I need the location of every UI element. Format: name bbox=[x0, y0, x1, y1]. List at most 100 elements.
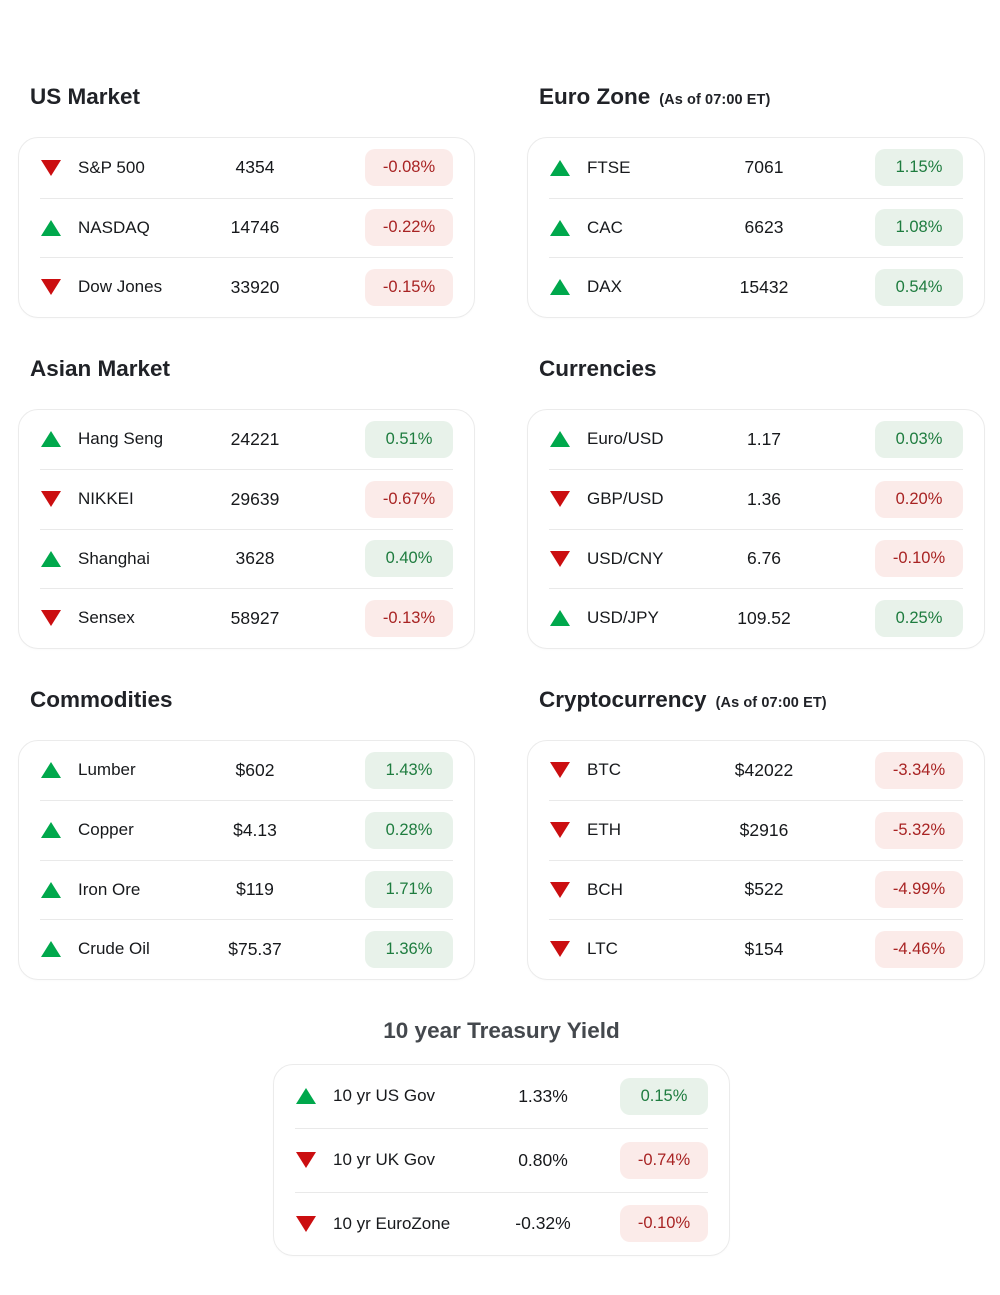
instrument-label: Hang Seng bbox=[78, 429, 164, 449]
section-euro-zone: Euro Zone (As of 07:00 ET) FTSE 7061 1.15%… bbox=[527, 84, 985, 318]
trend-up-icon bbox=[41, 881, 61, 898]
section-title-euro-zone: Euro Zone (As of 07:00 ET) bbox=[539, 84, 985, 110]
section-title-cryptocurrency: Cryptocurrency (As of 07:00 ET) bbox=[539, 687, 985, 713]
change-badge-cell: -3.34% bbox=[875, 751, 963, 789]
change-badge-cell: -0.67% bbox=[365, 480, 453, 518]
section-treasury-yield: 10 year Treasury Yield 10 yr US Gov 1.33%… bbox=[18, 1017, 985, 1256]
market-row: NASDAQ 14746 -0.22% bbox=[40, 197, 453, 258]
trend-down-icon bbox=[41, 491, 61, 508]
trend-up-icon bbox=[41, 822, 61, 839]
market-row: FTSE 7061 1.15% bbox=[549, 138, 963, 198]
instrument-value: $602 bbox=[235, 759, 275, 780]
instrument-value: 33920 bbox=[230, 276, 280, 297]
instrument-label: Dow Jones bbox=[78, 277, 163, 297]
instrument-label: NASDAQ bbox=[78, 217, 150, 237]
instrument-label: BCH bbox=[587, 879, 623, 899]
cryptocurrency-rows: BTC $42022 -3.34% ETH $2916 -5.32% BCH $522 -4.9… bbox=[549, 741, 963, 979]
trend-up-icon bbox=[550, 219, 570, 236]
market-row: Sensex 58927 -0.13% bbox=[40, 588, 453, 648]
instrument-value: 1.17 bbox=[746, 428, 782, 449]
instrument-value: $119 bbox=[236, 879, 274, 900]
section-subtitle: (As of 07:00 ET) bbox=[659, 92, 771, 108]
section-cryptocurrency: Cryptocurrency (As of 07:00 ET) BTC $4202… bbox=[527, 687, 985, 980]
instrument-value: 15432 bbox=[739, 276, 789, 297]
market-row: Lumber $602 1.43% bbox=[40, 741, 453, 801]
instrument-label: FTSE bbox=[587, 157, 631, 177]
market-row: Hang Seng 24221 0.51% bbox=[40, 410, 453, 470]
cryptocurrency-card: BTC $42022 -3.34% ETH $2916 -5.32% BCH $522 -4.9… bbox=[527, 739, 985, 980]
market-row: Crude Oil $75.37 1.36% bbox=[40, 919, 453, 979]
trend-up-icon bbox=[550, 431, 570, 448]
section-title-text: Cryptocurrency bbox=[539, 686, 707, 712]
currencies-card: Euro/USD 1.17 0.03% GBP/USD 1.36 0.20% USD/CNY… bbox=[527, 408, 985, 649]
market-row: Euro/USD 1.17 0.03% bbox=[549, 410, 963, 470]
instrument-value: 1.36 bbox=[746, 488, 782, 509]
instrument-label: Shanghai bbox=[78, 548, 150, 568]
market-row: 10 yr EuroZone -0.32% -0.10% bbox=[295, 1191, 708, 1256]
instrument-label: 10 yr US Gov bbox=[333, 1086, 436, 1106]
section-title-text: 10 year Treasury Yield bbox=[383, 1017, 620, 1043]
change-badge: 0.15% bbox=[620, 1077, 708, 1115]
us-market-rows: S&P 500 4354 -0.08% NASDAQ 14746 -0.22% Dow Jo… bbox=[40, 138, 453, 317]
instrument-label: Sensex bbox=[78, 608, 135, 628]
change-badge-cell: 0.20% bbox=[875, 480, 963, 518]
change-badge: 0.51% bbox=[365, 420, 453, 458]
change-badge: 1.71% bbox=[365, 871, 453, 909]
change-badge-cell: 1.71% bbox=[365, 871, 453, 909]
commodities-card: Lumber $602 1.43% Copper $4.13 0.28% Iron Ore $… bbox=[18, 739, 475, 980]
change-badge-cell: 1.43% bbox=[365, 751, 453, 789]
trend-down-icon bbox=[550, 550, 570, 567]
change-badge-cell: 0.15% bbox=[620, 1077, 708, 1115]
instrument-label: DAX bbox=[587, 277, 622, 297]
change-badge: 0.20% bbox=[875, 480, 963, 518]
instrument-label: 10 yr UK Gov bbox=[333, 1150, 436, 1170]
change-badge: 0.54% bbox=[875, 268, 963, 306]
change-badge: -4.46% bbox=[875, 930, 963, 968]
market-row: USD/JPY 109.52 0.25% bbox=[549, 588, 963, 648]
section-us-market: US Market S&P 500 4354 -0.08% NASDAQ 14746 -0… bbox=[18, 84, 475, 318]
change-badge-cell: -0.10% bbox=[620, 1205, 708, 1243]
market-row: DAX 15432 0.54% bbox=[549, 257, 963, 317]
market-row: Iron Ore $119 1.71% bbox=[40, 859, 453, 920]
trend-down-icon bbox=[550, 762, 570, 779]
trend-up-icon bbox=[41, 762, 61, 779]
section-commodities: Commodities Lumber $602 1.43% Copper $4.13 0.… bbox=[18, 687, 475, 980]
section-title-text: Commodities bbox=[30, 686, 173, 712]
trend-down-icon bbox=[296, 1152, 316, 1169]
trend-down-icon bbox=[550, 941, 570, 958]
change-badge-cell: -0.08% bbox=[365, 149, 453, 187]
market-row: LTC $154 -4.46% bbox=[549, 919, 963, 979]
instrument-value: $522 bbox=[744, 879, 784, 900]
trend-down-icon bbox=[41, 610, 61, 627]
change-badge: 1.15% bbox=[875, 149, 963, 187]
change-badge-cell: -0.13% bbox=[365, 599, 453, 637]
instrument-value: 6623 bbox=[744, 217, 784, 238]
instrument-label: NIKKEI bbox=[78, 489, 134, 509]
section-title-text: US Market bbox=[30, 84, 141, 109]
trend-up-icon bbox=[550, 610, 570, 627]
section-title-text: Currencies bbox=[539, 355, 657, 381]
market-dashboard: US Market S&P 500 4354 -0.08% NASDAQ 14746 -0… bbox=[18, 84, 985, 1256]
trend-up-icon bbox=[550, 279, 570, 296]
commodities-rows: Lumber $602 1.43% Copper $4.13 0.28% Iron Ore $… bbox=[40, 741, 453, 979]
instrument-value: $2916 bbox=[739, 819, 789, 840]
market-row: CAC 6623 1.08% bbox=[549, 197, 963, 258]
market-row: Shanghai 3628 0.40% bbox=[40, 528, 453, 589]
instrument-label: BTC bbox=[587, 760, 621, 780]
instrument-value: -0.32% bbox=[515, 1213, 571, 1234]
trend-up-icon bbox=[41, 550, 61, 567]
instrument-value: 6.76 bbox=[746, 548, 782, 569]
instrument-value: $4.13 bbox=[233, 819, 277, 840]
instrument-label: USD/JPY bbox=[587, 608, 659, 628]
currencies-rows: Euro/USD 1.17 0.03% GBP/USD 1.36 0.20% USD/CNY… bbox=[549, 410, 963, 648]
change-badge-cell: 1.36% bbox=[365, 930, 453, 968]
change-badge: 0.28% bbox=[365, 811, 453, 849]
market-row: 10 yr UK Gov 0.80% -0.74% bbox=[295, 1128, 708, 1192]
trend-up-icon bbox=[296, 1088, 316, 1105]
change-badge: -5.32% bbox=[875, 811, 963, 849]
instrument-label: Lumber bbox=[78, 760, 136, 780]
change-badge: 1.43% bbox=[365, 751, 453, 789]
instrument-value: $42022 bbox=[734, 759, 794, 780]
euro-zone-card: FTSE 7061 1.15% CAC 6623 1.08% DAX 15432 0.54% bbox=[527, 137, 985, 318]
change-badge: -0.15% bbox=[365, 268, 453, 306]
